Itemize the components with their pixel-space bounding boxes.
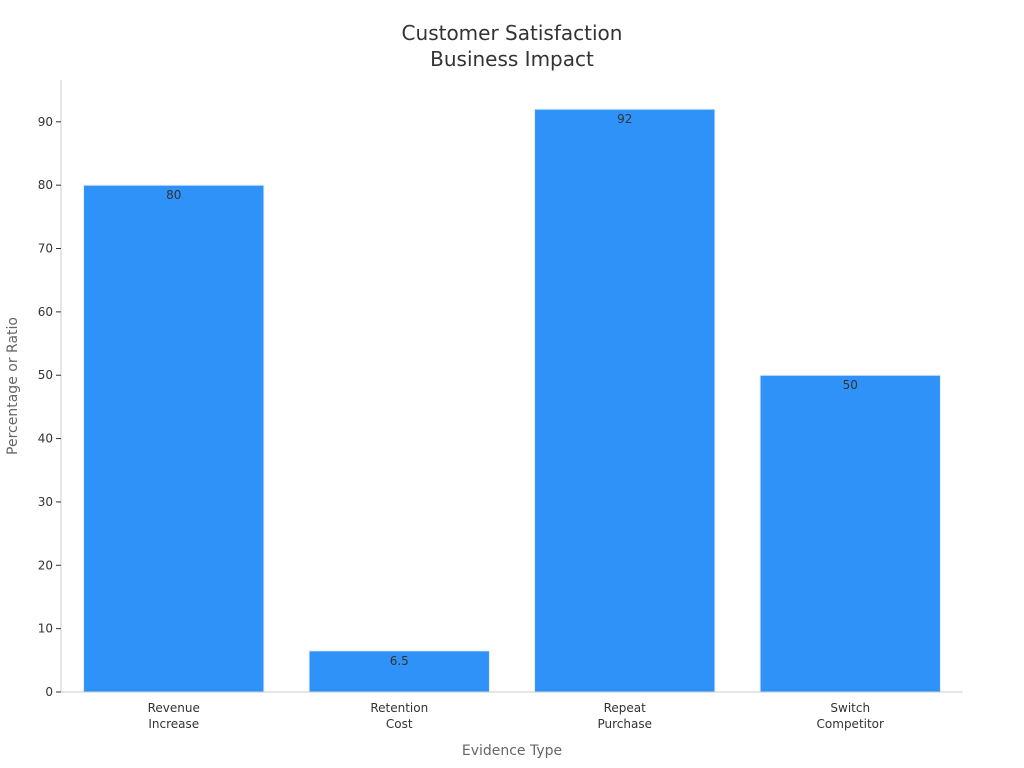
y-tick-label-9: 90 [38, 115, 53, 129]
data-label-1: 6.5 [390, 654, 409, 668]
labels-layer: 80 Revenue Increase 6.5 Retention Cost 92 Repea… [148, 112, 884, 731]
x-tick-label-2-1: Purchase [598, 717, 653, 731]
data-label-2: 92 [617, 112, 632, 126]
bar-0 [83, 184, 265, 693]
y-tick-label-2: 20 [38, 558, 53, 572]
bars-layer [83, 108, 941, 693]
axes-layer: 0 10 20 30 40 50 60 70 80 90 [38, 80, 963, 699]
data-label-0: 80 [166, 188, 181, 202]
y-tick-label-5: 50 [38, 368, 53, 382]
x-tick-label-2-0: Repeat [604, 701, 647, 715]
x-tick-label-3-1: Competitor [817, 717, 884, 731]
x-tick-label-0-1: Increase [148, 717, 199, 731]
y-axis-title: Percentage or Ratio [5, 317, 21, 455]
x-tick-label-3-0: Switch [830, 701, 870, 715]
y-tick-label-6: 60 [38, 305, 53, 319]
data-label-3: 50 [843, 378, 858, 392]
y-tick-label-4: 40 [38, 432, 53, 446]
y-tick-label-3: 30 [38, 495, 53, 509]
bar-2 [534, 108, 716, 693]
y-tick-label-1: 10 [38, 622, 53, 636]
x-tick-label-0-0: Revenue [148, 701, 200, 715]
chart-title-line-1: Customer Satisfaction [402, 21, 623, 45]
y-tick-label-7: 70 [38, 242, 53, 256]
bar-1 [308, 650, 490, 693]
y-tick-label-0: 0 [45, 685, 53, 699]
x-tick-label-1-1: Cost [386, 717, 413, 731]
chart-title-line-2: Business Impact [430, 47, 594, 71]
y-tick-label-8: 80 [38, 178, 53, 192]
x-tick-label-1-0: Retention [370, 701, 428, 715]
bar-3 [759, 374, 941, 693]
x-axis-title: Evidence Type [462, 743, 562, 759]
